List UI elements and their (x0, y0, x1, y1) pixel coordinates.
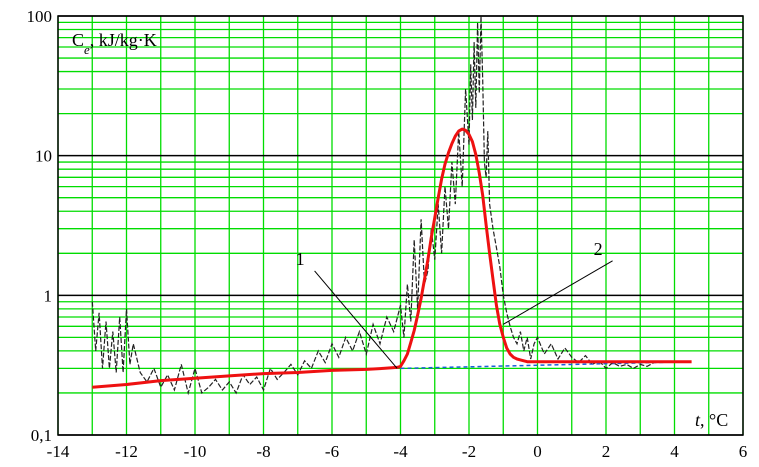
y-tick-labels: 0,1 1 10 100 (27, 7, 53, 445)
x-tick-label: -2 (462, 442, 476, 461)
x-axis-label-variable: t (695, 410, 701, 430)
annotation-label: 1 (296, 249, 305, 269)
annotation-layer: 12 (296, 239, 613, 369)
x-tick-label: 2 (602, 442, 611, 461)
x-tick-label: 4 (670, 442, 679, 461)
annotation-leader (314, 270, 398, 369)
y-axis-label: Ce, kJ/kg·K (72, 30, 157, 57)
y-tick-label: 0,1 (31, 426, 52, 445)
x-axis-label: t, °C (695, 410, 728, 430)
y-axis-label-suffix: , kJ/kg·K (90, 30, 157, 50)
x-axis-label-unit: , °C (700, 410, 728, 430)
series-layer (91, 15, 692, 396)
y-axis-label-prefix: C (72, 30, 84, 50)
x-tick-label: 6 (739, 442, 748, 461)
y-tick-label: 10 (35, 147, 52, 166)
x-tick-label: -8 (256, 442, 270, 461)
x-tick-label: -10 (184, 442, 207, 461)
x-tick-label: 0 (533, 442, 542, 461)
series-curve-2 (92, 127, 692, 389)
x-tick-label: -6 (325, 442, 339, 461)
y-axis-label-subscript: e (84, 42, 90, 57)
minor-grid (57, 16, 744, 435)
series-curve-1 (91, 15, 655, 396)
x-tick-label: -12 (115, 442, 138, 461)
x-tick-labels: -14 -12 -10 -8 -6 -4 -2 0 2 4 6 (47, 442, 748, 461)
x-tick-label: -4 (393, 442, 408, 461)
x-tick-label: -14 (47, 442, 70, 461)
annotation-leader (502, 260, 613, 325)
y-tick-label: 100 (27, 7, 53, 26)
annotation-label: 2 (594, 239, 603, 259)
y-tick-label: 1 (44, 286, 53, 305)
plot-frame (57, 15, 744, 436)
